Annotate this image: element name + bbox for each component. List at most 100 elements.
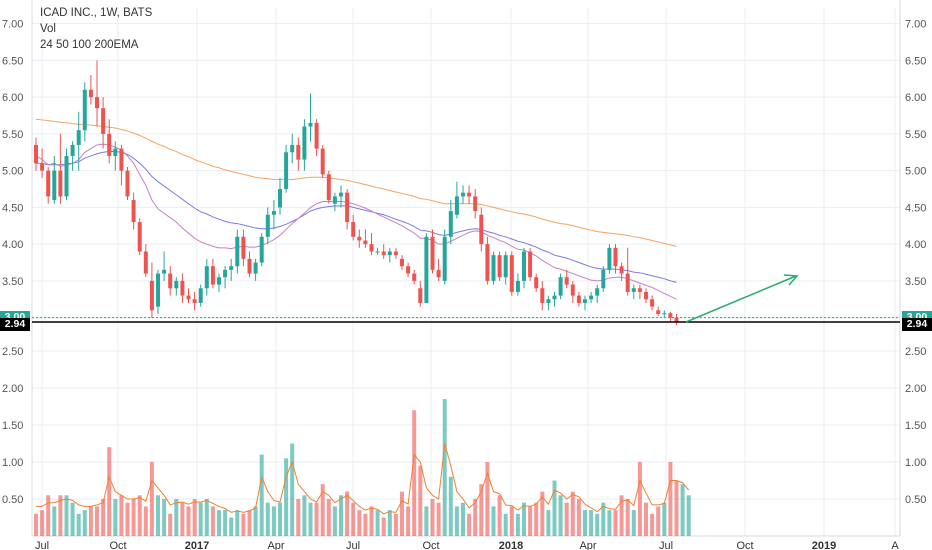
candle	[662, 310, 667, 318]
volume-bar	[613, 510, 618, 536]
volume-bar	[52, 506, 57, 536]
trend-arrow-line	[685, 275, 797, 323]
volume-bar	[174, 499, 179, 536]
candle-body	[284, 152, 289, 190]
candle-body	[491, 255, 496, 281]
volume-bar	[320, 484, 325, 536]
candle-body	[88, 89, 93, 98]
time-tick-label: Oct	[736, 540, 753, 550]
candle-body	[149, 280, 154, 311]
candle-body	[430, 236, 435, 270]
volume-bar	[198, 502, 203, 536]
volume-bar	[576, 499, 581, 536]
candle	[34, 137, 38, 171]
candle-body	[52, 170, 57, 201]
candle	[58, 133, 63, 204]
volume-bar	[589, 510, 594, 536]
candle-body	[332, 196, 337, 204]
volume-bar	[363, 513, 368, 536]
candle	[241, 229, 246, 267]
volume-bar	[375, 510, 380, 536]
candle-body	[461, 192, 465, 197]
candle	[418, 280, 423, 307]
candle	[235, 229, 240, 274]
candle-body	[253, 262, 258, 274]
candle-body	[326, 174, 331, 201]
price-tick-left: 5.00	[2, 166, 23, 178]
candle	[631, 284, 636, 300]
candle-body	[125, 170, 130, 197]
volume-bar	[46, 495, 51, 536]
candle-body	[485, 244, 490, 281]
candle-body	[625, 273, 630, 292]
volume-bar	[113, 499, 118, 536]
volume-tick-right: 1.00	[905, 457, 926, 469]
volume-bar	[210, 506, 215, 536]
time-tick-label: Jul	[35, 540, 49, 550]
volume-bar	[430, 499, 435, 536]
volume-ma-line	[36, 443, 690, 515]
volume-bar	[650, 513, 655, 536]
volume-bar	[607, 510, 612, 536]
ema-label[interactable]: 24 50 100 200EMA	[40, 39, 139, 51]
candle-body	[595, 288, 600, 296]
time-tick-label: A	[891, 540, 899, 550]
candle-body	[546, 299, 551, 303]
candle-body	[503, 255, 508, 278]
volume-bar	[503, 513, 508, 536]
candle	[369, 233, 374, 256]
candle-body	[204, 266, 209, 289]
candle-body	[644, 291, 648, 300]
time-axis-ticks: Jul Oct 2017 Apr Jul Oct 2018 Apr Jul Oct 2019 A	[35, 540, 899, 550]
candle	[576, 291, 581, 307]
candle-body	[467, 192, 472, 197]
price-tick-left: 5.50	[2, 129, 23, 141]
symbol-title[interactable]: ICAD INC., 1W, BATS	[40, 7, 153, 19]
candle	[400, 255, 404, 270]
candle	[119, 144, 124, 186]
candle	[461, 185, 465, 204]
candle-body	[668, 313, 673, 318]
grid-lines	[31, 0, 901, 537]
time-tick-label: Oct	[422, 540, 439, 550]
candle-body	[82, 89, 87, 131]
volume-bar	[412, 410, 417, 536]
volume-bar	[601, 502, 606, 536]
candle-body	[412, 273, 417, 281]
candle	[564, 269, 569, 289]
volume-bar	[546, 510, 551, 536]
candle	[674, 313, 679, 325]
candle	[381, 244, 386, 259]
volume-bar	[82, 510, 87, 536]
volume-bar	[58, 495, 63, 536]
volume-bar	[95, 506, 99, 536]
price-tick-left: 3.50	[2, 276, 23, 288]
volume-bar	[107, 447, 112, 536]
volume-bar	[619, 495, 624, 536]
candle-body	[241, 236, 246, 259]
volume-bar	[271, 506, 276, 536]
candle-body	[393, 251, 398, 256]
candle	[314, 119, 319, 156]
candle	[64, 148, 69, 201]
candle	[131, 192, 136, 230]
candle-body	[265, 214, 270, 237]
candle-body	[351, 222, 356, 237]
candle-body	[528, 251, 533, 278]
candle	[583, 295, 587, 311]
volume-bar	[674, 480, 679, 536]
volume-bar	[64, 495, 69, 536]
price-tick-right: 6.50	[905, 55, 926, 67]
volume-bar	[387, 510, 392, 536]
volume-label[interactable]: Vol	[40, 23, 56, 35]
candle	[198, 284, 203, 307]
current-price-badge-right: 2.94	[902, 318, 932, 332]
candle-body	[674, 317, 679, 323]
candle-body	[424, 236, 429, 303]
volume-bar	[637, 462, 642, 536]
candle-body	[662, 313, 667, 315]
chart-legend: ICAD INC., 1W, BATS Vol 24 50 100 200EMA	[40, 5, 152, 53]
candle	[217, 273, 221, 292]
candle-body	[131, 200, 136, 223]
